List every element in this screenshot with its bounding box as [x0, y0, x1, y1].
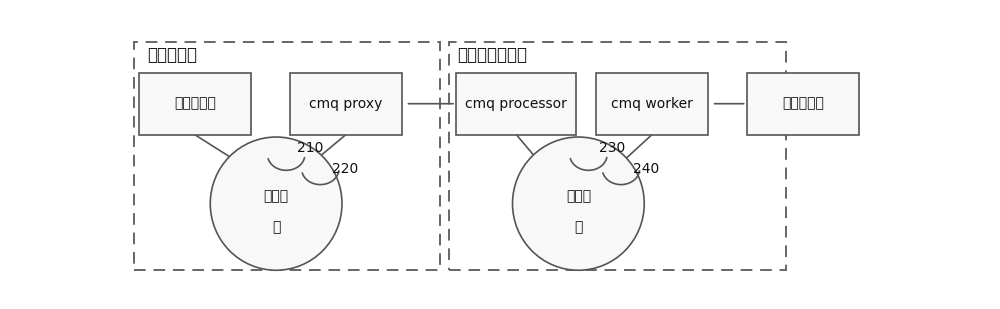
Text: cmq processor: cmq processor — [465, 97, 567, 111]
Text: 消息队列服务器: 消息队列服务器 — [457, 46, 527, 65]
Bar — [290, 73, 402, 135]
Bar — [134, 42, 440, 270]
Bar — [596, 73, 708, 135]
Bar — [139, 73, 251, 135]
Text: 消息文: 消息文 — [566, 189, 591, 204]
Bar — [449, 42, 786, 270]
Bar — [747, 73, 859, 135]
Text: 消息生产者: 消息生产者 — [174, 97, 216, 111]
Text: cmq proxy: cmq proxy — [309, 97, 383, 111]
Text: 消息文: 消息文 — [264, 189, 289, 204]
Text: 210: 210 — [297, 141, 323, 155]
Text: 件: 件 — [272, 220, 280, 235]
Text: 件: 件 — [574, 220, 583, 235]
Text: 220: 220 — [332, 162, 358, 176]
Text: 消息消费者: 消息消费者 — [782, 97, 824, 111]
Text: 240: 240 — [633, 162, 659, 176]
Ellipse shape — [512, 137, 644, 270]
Text: 生产者设备: 生产者设备 — [147, 46, 197, 65]
Text: 230: 230 — [599, 141, 626, 155]
Text: cmq worker: cmq worker — [611, 97, 693, 111]
Bar — [456, 73, 576, 135]
Ellipse shape — [210, 137, 342, 270]
